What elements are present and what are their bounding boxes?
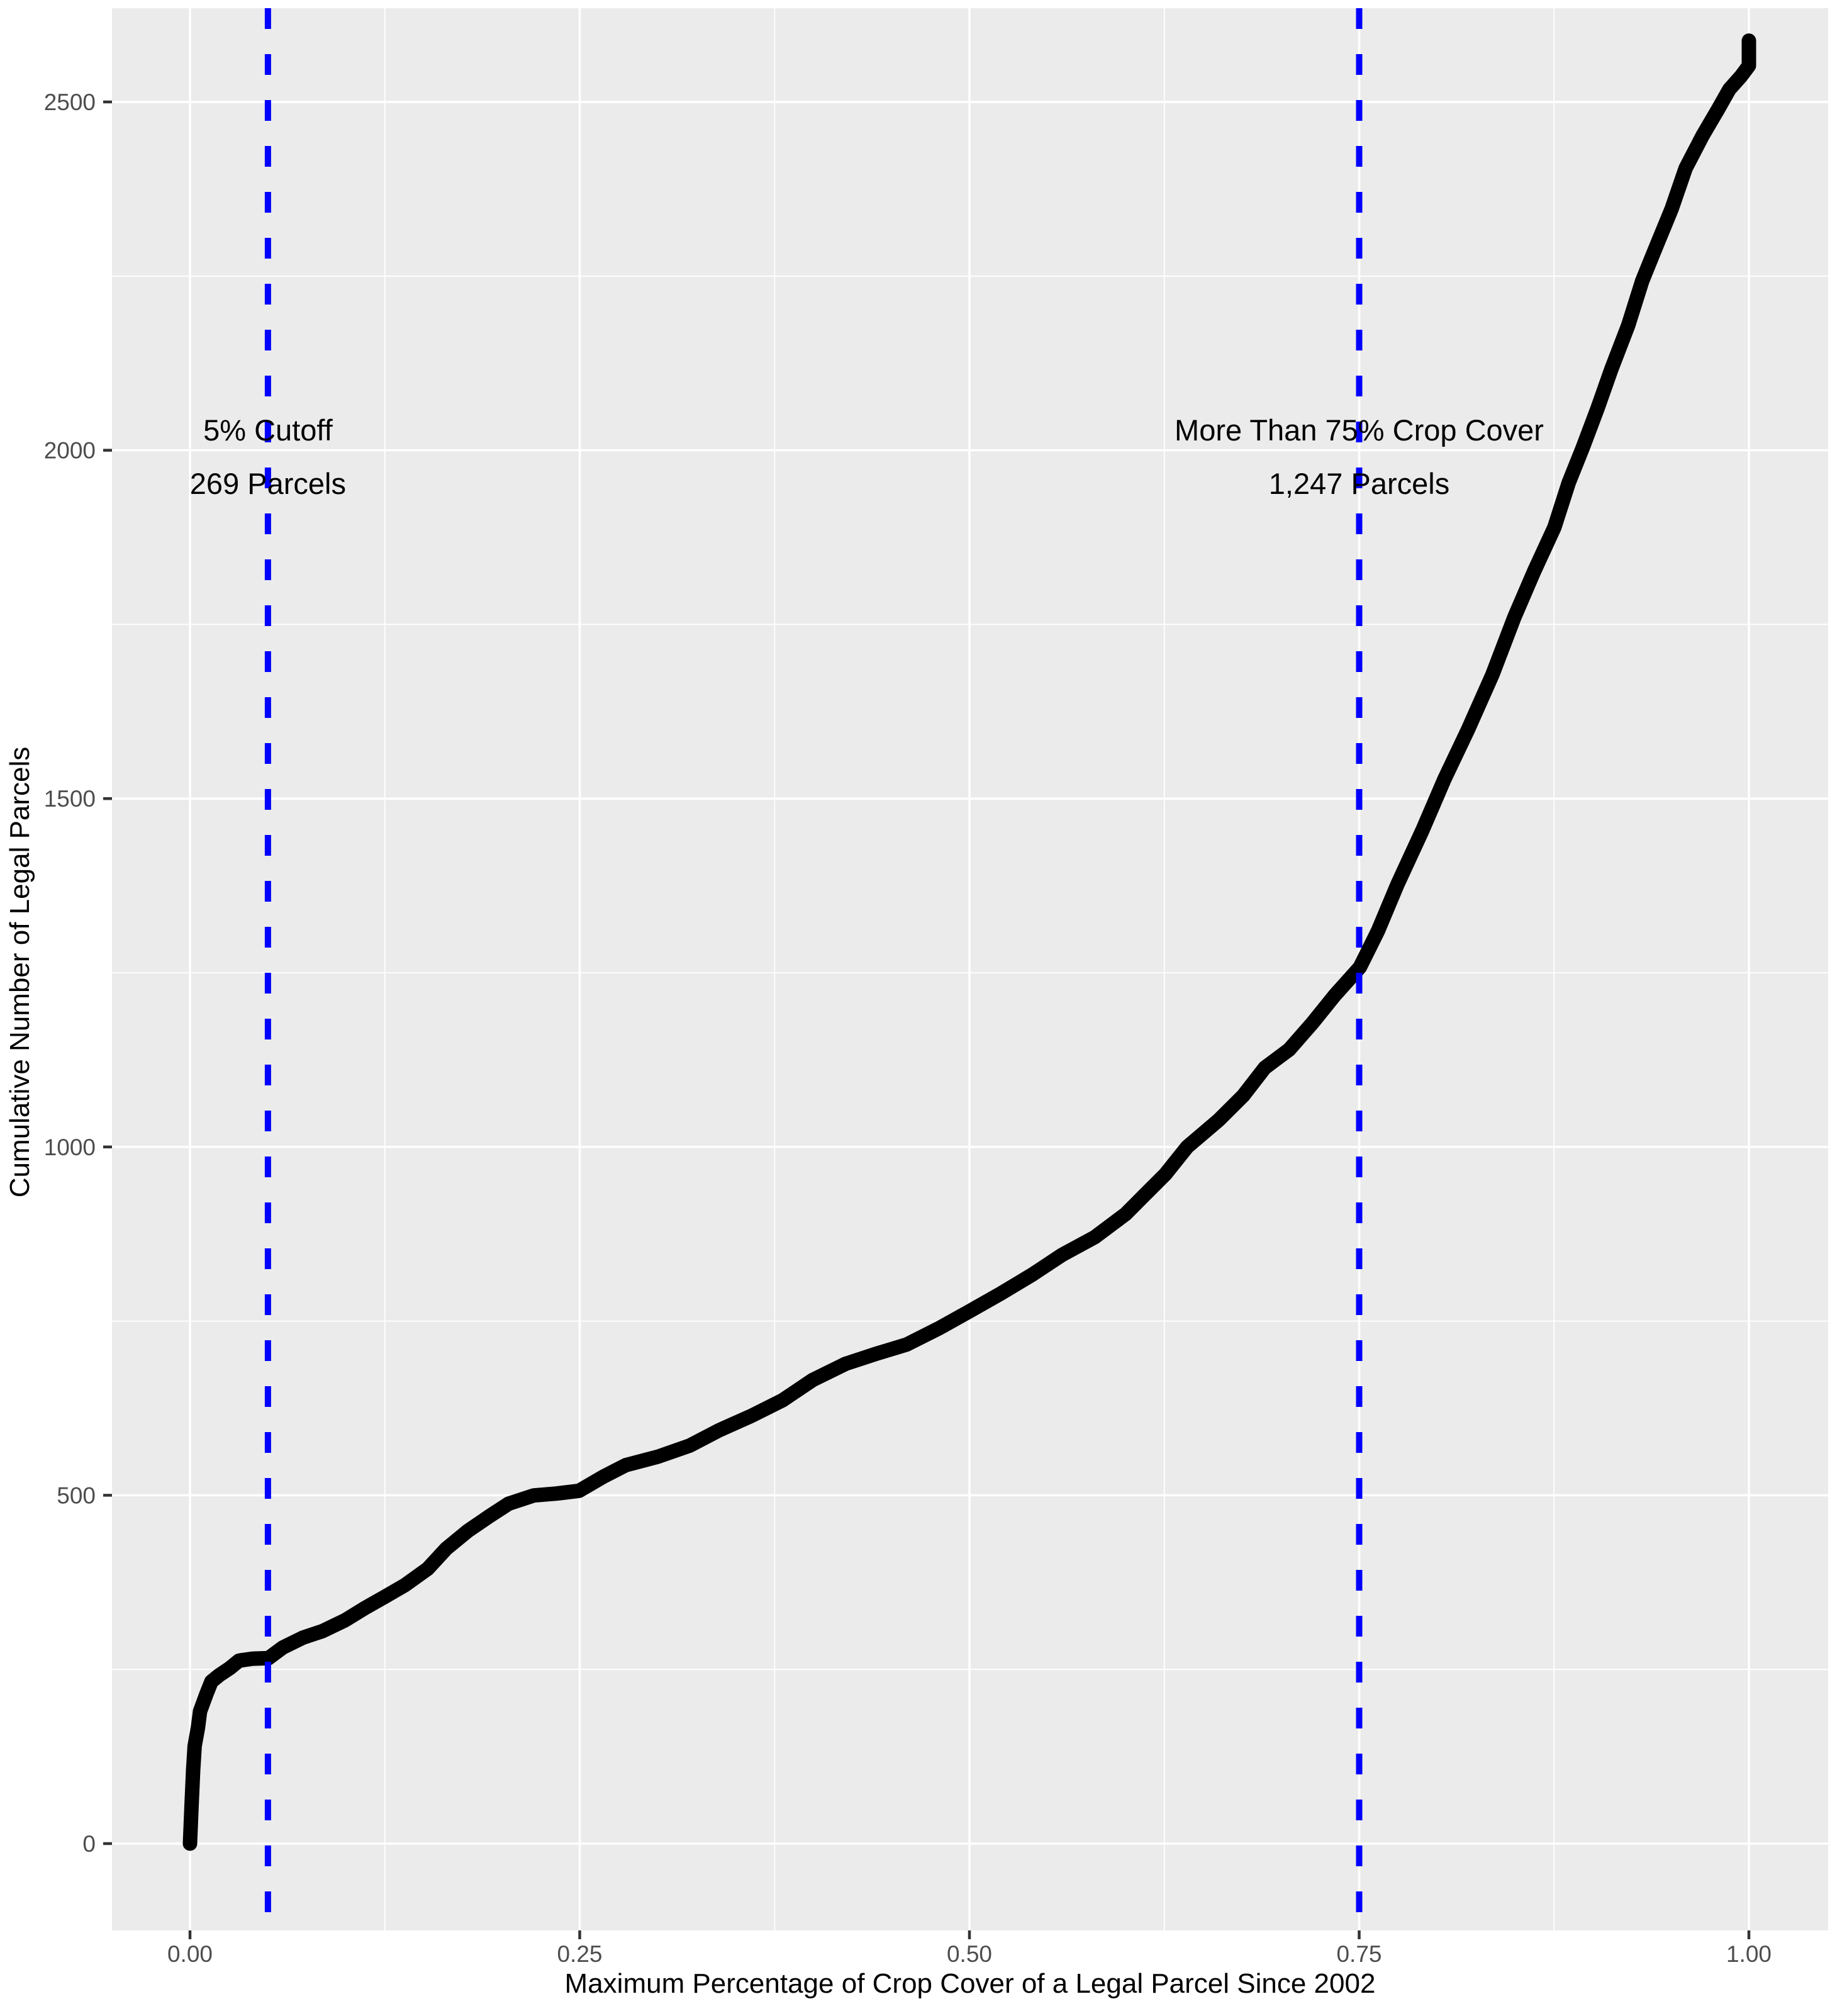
x-tick-label: 0.25 [557, 1941, 602, 1967]
x-tick-label: 0.00 [167, 1941, 213, 1967]
crop-cover-annotation-line1: More Than 75% Crop Cover [1175, 413, 1544, 447]
y-tick-label: 2000 [44, 438, 96, 464]
y-tick-label: 1500 [44, 786, 96, 812]
y-axis-tick-labels: 0 500 1000 1500 2000 2500 [44, 89, 96, 1857]
y-tick-label: 500 [57, 1482, 96, 1508]
x-tick-label: 0.50 [947, 1941, 992, 1967]
x-axis-tick-labels: 0.00 0.25 0.50 0.75 1.00 [167, 1941, 1772, 1967]
cutoff-annotation-line2: 269 Parcels [190, 467, 346, 500]
x-axis-title: Maximum Percentage of Crop Cover of a Le… [565, 1968, 1376, 1999]
cumulative-curve [182, 33, 1756, 1851]
y-tick-label: 2500 [44, 89, 96, 115]
x-tick-label: 0.75 [1336, 1941, 1382, 1967]
cutoff-annotation-line1: 5% Cutoff [203, 413, 333, 447]
major-gridlines [112, 8, 1828, 1930]
y-axis-title: Cumulative Number of Legal Parcels [4, 747, 35, 1198]
x-tick-label: 1.00 [1726, 1941, 1772, 1967]
y-tick-label: 0 [82, 1831, 96, 1857]
y-tick-label: 1000 [44, 1134, 96, 1160]
axis-tick-marks [103, 100, 1751, 1939]
crop-cover-annotation-line2: 1,247 Parcels [1269, 467, 1449, 500]
